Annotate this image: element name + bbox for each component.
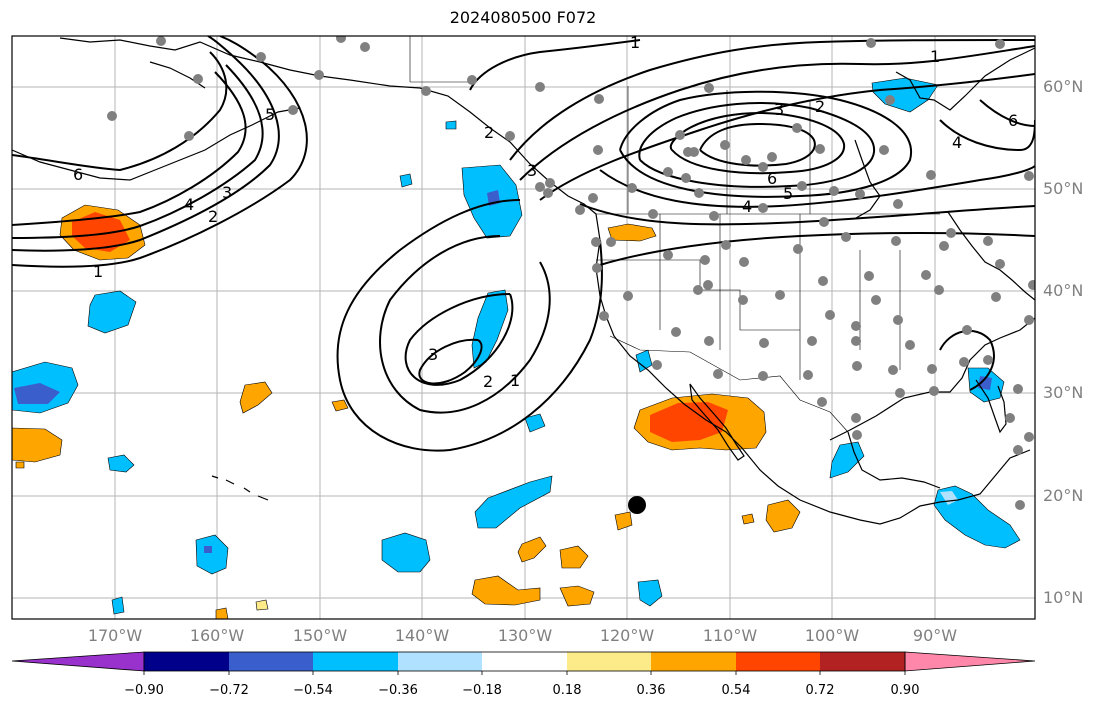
lat-label-20n: 20°N (1043, 486, 1084, 505)
lon-label-170w: 170°W (87, 626, 143, 645)
lat-label-50n: 50°N (1043, 179, 1084, 198)
storm-marker-dot (628, 496, 646, 514)
contour-label: 4 (184, 195, 194, 214)
contour-label: 1 (93, 262, 103, 281)
colorbar-tick: −0.18 (462, 683, 502, 698)
lat-label-10n: 10°N (1043, 588, 1084, 607)
contour-label: 1 (930, 47, 940, 66)
contour-label: 1 (510, 371, 520, 390)
lat-label-40n: 40°N (1043, 281, 1084, 300)
map-area (12, 36, 1035, 619)
contour-label: 4 (742, 197, 752, 216)
map-title: 2024080500 F072 (449, 8, 597, 27)
contour-label: 2 (815, 97, 825, 116)
colorbar-tick: 0.36 (636, 683, 666, 698)
contour-label: 6 (73, 165, 83, 184)
contour-label: 6 (1008, 111, 1018, 130)
contour-label: 4 (952, 133, 962, 152)
contour-label: 2 (484, 123, 494, 142)
lat-label-30n: 30°N (1043, 383, 1084, 402)
colorbar-tick: −0.54 (293, 683, 333, 698)
contour-label: 2 (208, 207, 218, 226)
colorbar-tick: −0.72 (209, 683, 249, 698)
contour-label: 5 (783, 184, 793, 203)
colorbar-tick: 0.72 (805, 683, 835, 698)
lon-label-90w: 90°W (912, 626, 958, 645)
colorbar-tick: −0.90 (124, 683, 164, 698)
colorbar-tick: −0.36 (378, 683, 418, 698)
colorbar-tick: 0.54 (721, 683, 751, 698)
lat-label-60n: 60°N (1043, 77, 1084, 96)
contour-label: 5 (265, 105, 275, 124)
coastlines (12, 37, 1035, 525)
contour-label: 3 (428, 345, 438, 364)
contour-lines (12, 36, 1035, 452)
lon-label-120w: 120°W (599, 626, 655, 645)
map-frame (11, 35, 1036, 620)
lon-label-140w: 140°W (394, 626, 450, 645)
lon-label-100w: 100°W (804, 626, 860, 645)
colorbar (11, 651, 1036, 675)
lon-label-160w: 160°W (189, 626, 245, 645)
anomaly-shading (12, 77, 1021, 619)
lon-label-150w: 150°W (292, 626, 348, 645)
contour-label: 6 (767, 169, 777, 188)
lon-label-130w: 130°W (497, 626, 553, 645)
contour-label: 3 (527, 161, 537, 180)
contour-label: 2 (483, 372, 493, 391)
station-markers (107, 36, 1035, 510)
contour-label: 1 (630, 33, 640, 52)
contour-label: 3 (222, 183, 232, 202)
contour-label: 3 (774, 100, 784, 119)
lon-label-110w: 110°W (702, 626, 758, 645)
colorbar-tick: 0.18 (552, 683, 582, 698)
colorbar-tick: 0.90 (890, 683, 920, 698)
